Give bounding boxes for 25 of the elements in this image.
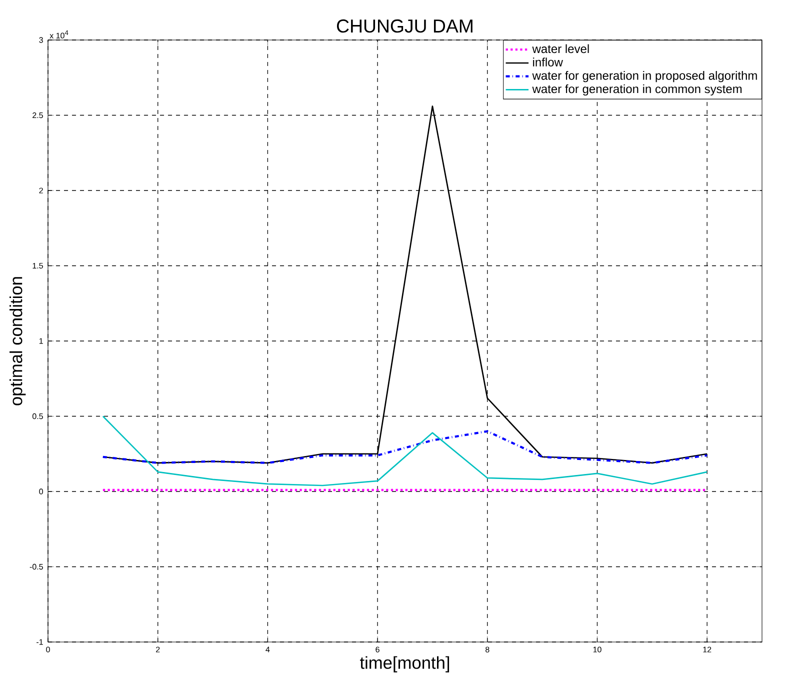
y-tick-label: 0.5 <box>32 413 43 420</box>
legend-label: water for generation in common system <box>532 84 742 96</box>
y-tick-label: 3 <box>39 37 43 43</box>
x-tick-label: 12 <box>703 646 712 652</box>
legend-label: water for generation in proposed algorithm <box>532 70 757 82</box>
y-tick-label: -1 <box>36 639 43 645</box>
y-tick-label: 1 <box>39 338 43 344</box>
line-series <box>102 416 708 486</box>
x-tick-label: 8 <box>486 646 490 652</box>
x-axis-title: time[month] <box>360 656 450 672</box>
chart-title: CHUNGJU DAM <box>336 19 472 33</box>
y-axis-title: optimal condition <box>10 277 26 406</box>
y-tick-label: 2.5 <box>32 112 43 118</box>
x-tick-label: 2 <box>156 646 160 652</box>
y-tick-label: 0 <box>39 488 43 494</box>
y-tick-label: 1.5 <box>32 262 43 269</box>
y-tick-label: -0.5 <box>30 564 43 570</box>
text: x 10$^{4}$ <box>50 30 68 38</box>
legend-label: inflow <box>533 58 563 66</box>
x-tick-label: 0 <box>46 646 50 652</box>
x-tick-label: 10 <box>593 646 602 652</box>
x-tick-label: 4 <box>266 646 270 652</box>
y-tick-label: 2 <box>39 188 43 194</box>
legend-label: water level <box>532 44 589 54</box>
x-tick-label: 6 <box>376 646 380 652</box>
